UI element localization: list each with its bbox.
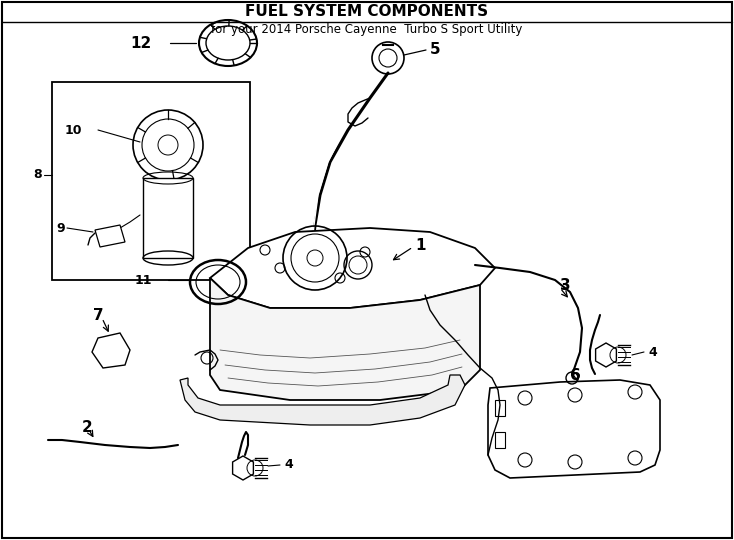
Bar: [143, 178, 193, 258]
Polygon shape: [92, 333, 130, 368]
Text: 9: 9: [57, 221, 65, 234]
Text: 4: 4: [284, 458, 293, 471]
Bar: [495, 432, 505, 448]
Text: 10: 10: [65, 124, 82, 137]
Text: FUEL SYSTEM COMPONENTS: FUEL SYSTEM COMPONENTS: [245, 4, 489, 19]
Polygon shape: [180, 375, 465, 425]
Polygon shape: [488, 380, 660, 478]
Text: 11: 11: [134, 273, 152, 287]
Text: 4: 4: [648, 346, 657, 359]
Text: 7: 7: [92, 307, 103, 322]
Text: 5: 5: [430, 43, 440, 57]
Polygon shape: [210, 228, 495, 308]
Polygon shape: [595, 343, 617, 367]
Text: 1: 1: [415, 238, 426, 253]
Text: 8: 8: [33, 168, 42, 181]
Text: 2: 2: [82, 421, 92, 435]
Bar: [52, 82, 250, 280]
Text: 12: 12: [131, 36, 152, 51]
Polygon shape: [210, 278, 480, 400]
Bar: [495, 400, 505, 416]
Polygon shape: [233, 456, 253, 480]
Text: 6: 6: [570, 368, 581, 382]
Text: for your 2014 Porsche Cayenne  Turbo S Sport Utility: for your 2014 Porsche Cayenne Turbo S Sp…: [211, 24, 523, 37]
Polygon shape: [95, 225, 125, 247]
Text: 3: 3: [560, 278, 570, 293]
